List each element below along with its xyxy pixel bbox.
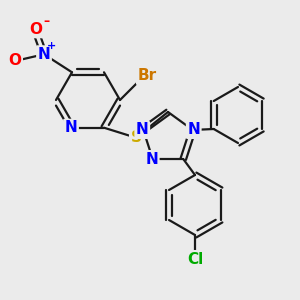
Text: N: N	[38, 47, 50, 62]
Text: +: +	[47, 41, 57, 51]
Text: N: N	[188, 122, 200, 137]
Text: O: O	[8, 53, 22, 68]
Text: S: S	[130, 130, 142, 145]
Text: Br: Br	[137, 68, 157, 83]
Text: Cl: Cl	[187, 251, 203, 266]
Text: N: N	[145, 152, 158, 166]
Text: –: –	[43, 15, 49, 28]
Text: N: N	[64, 120, 77, 135]
Text: N: N	[136, 122, 148, 137]
Text: O: O	[29, 22, 43, 37]
